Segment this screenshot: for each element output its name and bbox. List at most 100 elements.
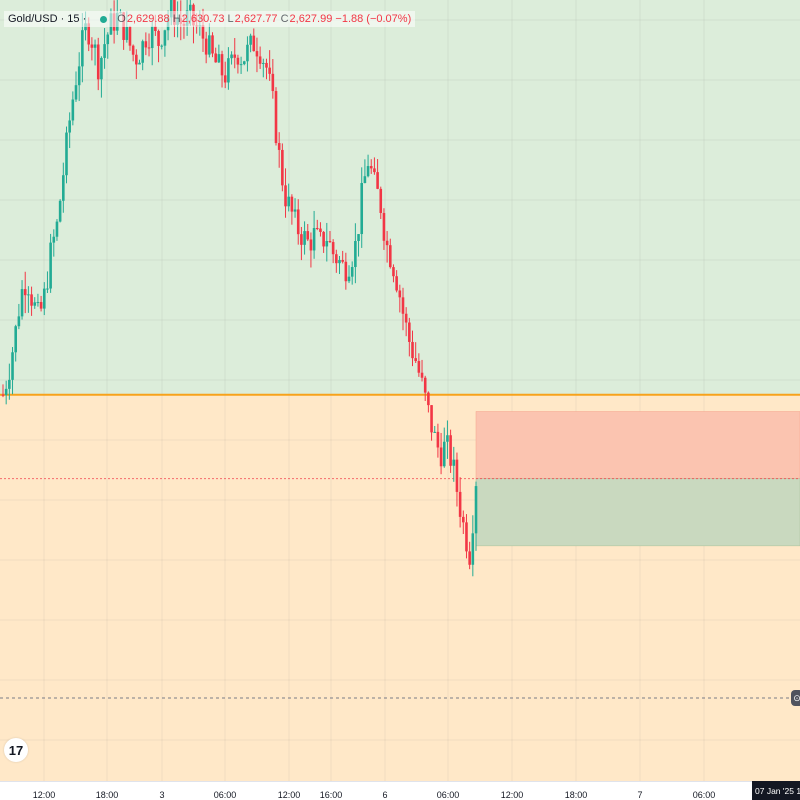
candle-body xyxy=(417,361,421,373)
candle-body xyxy=(246,44,249,62)
candle xyxy=(357,233,360,257)
candle-body xyxy=(277,143,281,150)
scroll-to-realtime-icon[interactable]: ⊙ xyxy=(791,690,800,706)
candle xyxy=(262,58,265,78)
candle-body xyxy=(230,54,233,59)
time-tick: 06:00 xyxy=(213,790,237,800)
candle-body xyxy=(163,30,167,46)
candle-body xyxy=(27,294,30,296)
candle-body xyxy=(350,267,354,277)
candle-body xyxy=(157,30,160,46)
candle xyxy=(423,375,427,401)
candle xyxy=(328,231,332,244)
candle-body xyxy=(169,0,173,18)
candle xyxy=(452,446,456,482)
candle xyxy=(306,223,310,242)
candle xyxy=(319,222,322,237)
candle xyxy=(366,154,370,178)
candle-body xyxy=(335,254,338,264)
candle xyxy=(277,132,281,168)
tradingview-logo-icon[interactable]: 17 xyxy=(4,738,28,762)
candle xyxy=(46,271,49,294)
candle xyxy=(446,420,449,459)
price-chart[interactable] xyxy=(0,0,800,781)
candle-body xyxy=(236,57,240,65)
candle xyxy=(354,223,357,284)
candle-body xyxy=(135,54,138,65)
candle-body xyxy=(141,41,144,63)
candle-body xyxy=(204,38,208,55)
candle-body xyxy=(201,25,205,39)
candle-body xyxy=(23,289,27,296)
time-axis[interactable]: 12:00 18:00 3 06:00 12:00 16:00 6 06:00 … xyxy=(0,781,800,800)
candle xyxy=(427,391,430,413)
time-tick: 18:00 xyxy=(95,790,119,800)
candle xyxy=(449,429,452,473)
candle xyxy=(325,222,329,262)
candle-body xyxy=(160,45,164,47)
candle xyxy=(157,29,160,63)
candle-body xyxy=(354,241,357,268)
candle-body xyxy=(385,240,389,246)
candle xyxy=(223,61,227,89)
candle-body xyxy=(265,62,268,68)
candle-body xyxy=(14,326,17,353)
candle xyxy=(33,297,37,309)
candle xyxy=(230,51,233,65)
candle-body xyxy=(144,41,148,48)
candle-body xyxy=(211,35,214,54)
candle xyxy=(335,249,338,273)
candle xyxy=(77,52,81,102)
candle xyxy=(392,264,395,283)
candle-body xyxy=(46,288,49,290)
candle-body xyxy=(388,245,392,268)
candle-body xyxy=(462,516,465,523)
symbol-label[interactable]: Gold/USD · 15 · xyxy=(8,13,87,25)
candle-body xyxy=(52,236,56,243)
candle-body xyxy=(306,231,310,240)
time-tick: 06:00 xyxy=(692,790,716,800)
candle-body xyxy=(188,4,192,11)
candle-body xyxy=(106,34,110,45)
candle-body xyxy=(125,26,129,40)
candle xyxy=(290,194,294,225)
candle-body xyxy=(68,120,71,133)
open-value: 2,629.88 xyxy=(126,13,170,25)
candle xyxy=(417,353,421,377)
candle xyxy=(360,167,364,248)
candle xyxy=(350,261,354,285)
candle xyxy=(217,44,221,64)
candle xyxy=(379,186,383,219)
candle-body xyxy=(1,394,5,396)
candle xyxy=(68,112,71,149)
candle xyxy=(309,232,313,268)
candle-body xyxy=(103,44,106,58)
candle-body xyxy=(455,459,459,492)
candle xyxy=(341,250,344,264)
candle xyxy=(249,33,252,53)
candle xyxy=(144,32,148,56)
candle xyxy=(246,36,249,72)
candle-body xyxy=(360,183,364,235)
symbol-legend[interactable]: Gold/USD · 15 · O2,629.88 H2,630.73 L2,6… xyxy=(4,11,416,27)
candle-body xyxy=(128,26,132,46)
candle xyxy=(338,256,341,275)
candle xyxy=(30,286,33,316)
candle-body xyxy=(11,352,14,380)
candle-body xyxy=(284,185,287,207)
candle-body xyxy=(423,377,427,393)
candle xyxy=(388,238,392,269)
candle-body xyxy=(300,234,303,245)
candle xyxy=(65,126,68,184)
ohlc-values: O2,629.88 H2,630.73 L2,627.77 C2,627.99 … xyxy=(117,13,412,25)
take-profit-box xyxy=(475,478,800,547)
candle xyxy=(90,37,94,61)
candle xyxy=(312,210,316,259)
candle xyxy=(474,481,478,551)
candle-body xyxy=(87,23,91,45)
candle-body xyxy=(8,379,11,389)
candle xyxy=(439,432,443,475)
candle xyxy=(465,514,468,559)
candle-body xyxy=(227,58,230,83)
